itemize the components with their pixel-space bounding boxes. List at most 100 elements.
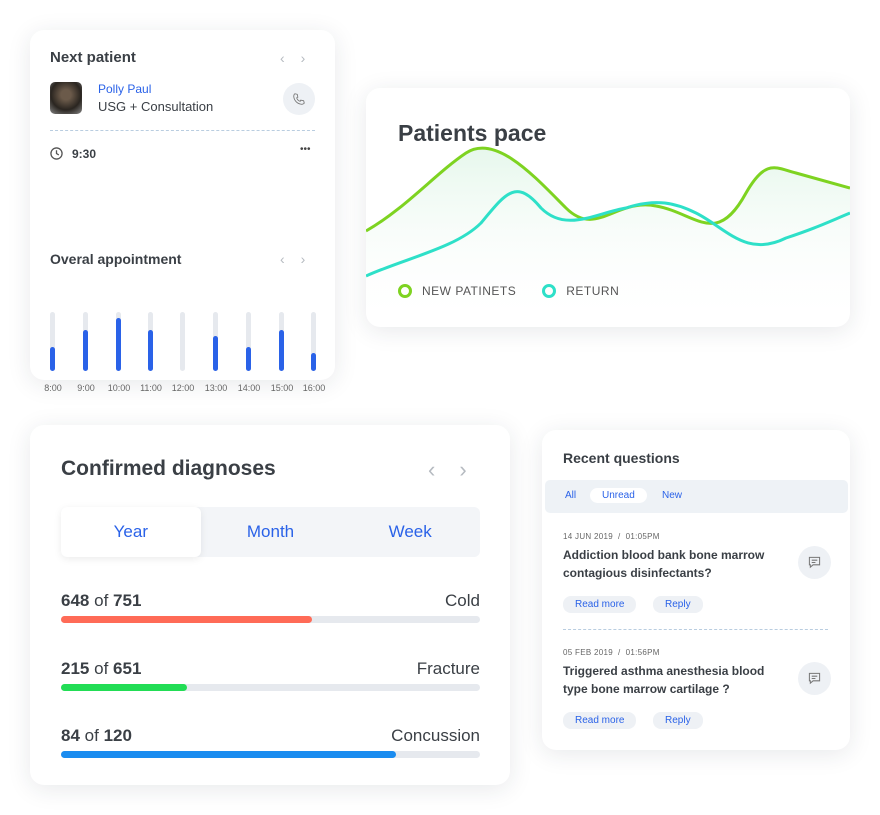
appointment-title: Overal appointment bbox=[50, 251, 182, 267]
appointment-bar-label: 13:00 bbox=[204, 383, 228, 393]
tab-week[interactable]: Week bbox=[388, 522, 432, 541]
appointment-bar bbox=[246, 312, 251, 371]
diagnosis-total: 120 bbox=[103, 726, 132, 745]
appointment-bar bbox=[50, 312, 55, 371]
legend-item: RETURN bbox=[542, 284, 619, 298]
appointment-bar-label: 11:00 bbox=[140, 383, 162, 393]
more-options-icon[interactable]: ••• bbox=[300, 144, 311, 155]
appointment-bar-label: 14:00 bbox=[237, 383, 261, 393]
confirmed-diagnoses-card: Confirmed diagnoses ‹ › Year Month Week 6… bbox=[30, 425, 510, 785]
diagnosis-count: 84 bbox=[61, 726, 80, 745]
question-timestamp: 14 JUN 2019 / 01:05PM bbox=[563, 532, 660, 541]
call-button[interactable] bbox=[283, 83, 315, 115]
question-text[interactable]: Addiction blood bank bone marrow contagi… bbox=[563, 548, 765, 580]
of-text: of bbox=[84, 726, 99, 745]
appointment-bar-label: 12:00 bbox=[171, 383, 195, 393]
appointment-bar-label: 15:00 bbox=[270, 383, 294, 393]
card-title: Confirmed diagnoses bbox=[61, 457, 276, 480]
chevron-left-icon[interactable]: ‹ bbox=[280, 50, 285, 66]
chevron-right-icon[interactable]: › bbox=[300, 251, 306, 267]
legend-item: NEW PATINETS bbox=[398, 284, 516, 298]
question-text[interactable]: Triggered asthma anesthesia blood type b… bbox=[563, 664, 765, 696]
divider bbox=[563, 629, 828, 630]
appointment-bar-fill bbox=[279, 329, 284, 371]
read-more-button[interactable]: Read more bbox=[563, 596, 637, 613]
question-timestamp: 05 FEB 2019 / 01:56PM bbox=[563, 648, 660, 657]
progress-bar bbox=[61, 684, 480, 691]
progress-fill bbox=[61, 684, 187, 691]
appointment-bar-fill bbox=[213, 335, 218, 371]
new-patients-line bbox=[366, 146, 850, 233]
appointment-bar-fill bbox=[50, 347, 55, 371]
diagnosis-count: 215 bbox=[61, 659, 90, 678]
chevron-left-icon[interactable]: ‹ bbox=[280, 251, 285, 267]
pace-chart bbox=[366, 146, 850, 327]
tab-month[interactable]: Month bbox=[246, 522, 295, 541]
appointment-bar-fill bbox=[83, 329, 88, 371]
comment-button[interactable] bbox=[798, 662, 831, 695]
diagnosis-count: 648 bbox=[61, 591, 90, 610]
card-title: Next patient bbox=[50, 49, 136, 66]
filter-unread[interactable]: Unread bbox=[590, 488, 647, 503]
legend-dot-icon bbox=[542, 284, 557, 298]
appointment-bar bbox=[116, 312, 121, 371]
appointment-bar-fill bbox=[148, 329, 153, 371]
legend-label: RETURN bbox=[566, 284, 620, 298]
read-more-button[interactable]: Read more bbox=[563, 712, 637, 729]
comment-button[interactable] bbox=[798, 546, 831, 579]
recent-questions-card: Recent questions All Unread New 14 JUN 2… bbox=[542, 430, 850, 750]
reply-button[interactable]: Reply bbox=[653, 712, 703, 729]
diagnosis-total: 651 bbox=[113, 659, 142, 678]
patient-service: USG + Consultation bbox=[98, 99, 214, 114]
diagnosis-label: Concussion bbox=[391, 726, 480, 745]
progress-fill bbox=[61, 751, 397, 758]
phone-icon bbox=[293, 93, 305, 105]
appointment-bar-fill bbox=[311, 353, 316, 371]
chevron-left-icon[interactable]: ‹ bbox=[428, 457, 436, 482]
appointment-bar bbox=[213, 312, 218, 371]
patients-pace-card: Patients pace NEW PATINETS RETURN bbox=[366, 88, 850, 327]
diagnosis-row: 648 of 751 Cold bbox=[61, 591, 480, 623]
reply-button[interactable]: Reply bbox=[653, 596, 703, 613]
appointment-bar-label: 10:00 bbox=[107, 383, 131, 393]
appointment-time: 9:30 bbox=[72, 147, 97, 161]
appointment-bar-fill bbox=[116, 317, 121, 371]
comment-icon bbox=[808, 556, 821, 569]
progress-bar bbox=[61, 751, 480, 758]
card-title: Patients pace bbox=[398, 120, 547, 146]
clock-icon bbox=[50, 147, 63, 160]
appointment-bar bbox=[148, 312, 153, 371]
comment-icon bbox=[808, 672, 821, 685]
chevron-right-icon[interactable]: › bbox=[300, 50, 306, 66]
divider bbox=[50, 130, 315, 131]
progress-bar bbox=[61, 616, 480, 623]
appointment-bar bbox=[180, 312, 185, 371]
appointment-bar bbox=[83, 312, 88, 371]
avatar bbox=[50, 82, 82, 114]
legend-label: NEW PATINETS bbox=[422, 284, 517, 298]
of-text: of bbox=[94, 591, 109, 610]
appointment-bar-label: 16:00 bbox=[302, 383, 326, 393]
appointment-bar-label: 9:00 bbox=[77, 383, 95, 393]
diagnosis-row: 215 of 651 Fracture bbox=[61, 659, 480, 691]
diagnosis-row: 84 of 120 Concussion bbox=[61, 726, 480, 758]
appointment-bar-label: 8:00 bbox=[44, 383, 62, 393]
diagnosis-label: Cold bbox=[445, 591, 480, 610]
filter-bar: All Unread New bbox=[545, 480, 848, 513]
diagnosis-label: Fracture bbox=[416, 659, 480, 678]
filter-new[interactable]: New bbox=[662, 490, 683, 501]
patient-name[interactable]: Polly Paul bbox=[98, 82, 152, 96]
appointment-bar bbox=[311, 312, 316, 371]
of-text: of bbox=[94, 659, 109, 678]
next-patient-card: Next patient ‹ › Polly Paul USG + Consult… bbox=[30, 30, 335, 393]
tab-year[interactable]: Year bbox=[61, 507, 201, 557]
period-tabs: Year Month Week bbox=[61, 507, 480, 557]
filter-all[interactable]: All bbox=[565, 490, 577, 501]
card-title: Recent questions bbox=[563, 450, 680, 466]
diagnosis-total: 751 bbox=[113, 591, 142, 610]
chevron-right-icon[interactable]: › bbox=[459, 457, 467, 482]
appointment-bar-fill bbox=[246, 347, 251, 371]
legend-dot-icon bbox=[398, 284, 412, 298]
appointment-bar bbox=[279, 312, 284, 371]
progress-fill bbox=[61, 616, 313, 623]
